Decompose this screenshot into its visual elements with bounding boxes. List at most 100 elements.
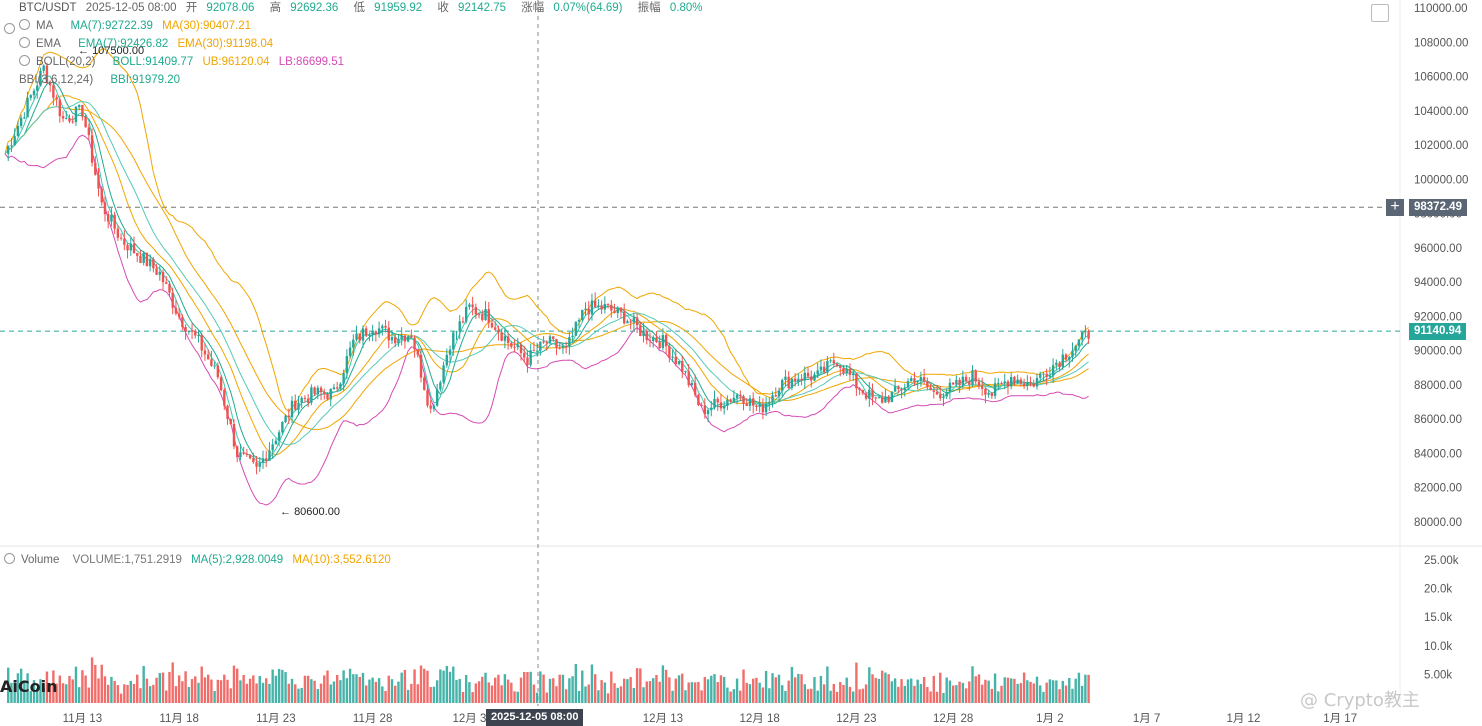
candle-body	[564, 346, 568, 348]
candle-body	[161, 271, 165, 283]
candle-body	[848, 368, 852, 376]
candle-body	[300, 397, 303, 403]
bbi-legend[interactable]: BBI(3,6,12,24) BBI:91979.20	[19, 74, 181, 86]
bell-icon[interactable]	[19, 19, 30, 30]
candle-body	[526, 357, 529, 366]
candle-body	[797, 378, 800, 382]
candle-body	[845, 368, 848, 374]
volume-bar	[423, 668, 426, 703]
volume-bar	[722, 676, 726, 703]
volume-bar	[381, 686, 384, 703]
candle-body	[297, 402, 300, 410]
candle-body	[439, 382, 442, 390]
candle-body	[623, 311, 626, 324]
volume-bar	[868, 667, 871, 703]
volume-bar	[997, 691, 1000, 703]
candle-body	[503, 336, 507, 341]
volume-bar	[200, 666, 203, 703]
ema-legend[interactable]: EMA EMA(7):92426.82 EMA(30):91198.04	[19, 37, 279, 51]
candle-body	[358, 333, 361, 341]
volume-bar	[610, 671, 613, 703]
volume-bar	[219, 680, 223, 703]
candle-body	[271, 444, 274, 451]
volume-bar	[916, 679, 919, 703]
volume-bar	[181, 681, 184, 703]
candle-body	[858, 388, 861, 391]
chevron-down-icon[interactable]	[4, 553, 15, 564]
volume-bar	[474, 683, 478, 703]
candle-body	[248, 454, 252, 459]
candle-body	[813, 374, 816, 381]
volume-bar	[97, 678, 100, 703]
candle-body	[242, 452, 245, 454]
candle-body	[435, 389, 439, 406]
ma-legend[interactable]: MA MA(7):92722.39 MA(30):90407.21	[19, 19, 257, 33]
volume-bar	[110, 676, 113, 703]
candle-body	[806, 372, 810, 377]
volume-bar	[1010, 678, 1013, 703]
candle-body	[906, 381, 910, 388]
candle-body	[732, 397, 736, 402]
boll-legend[interactable]: BOLL(20,2) BOLL:91409.77 UB:96120.04 LB:…	[19, 55, 350, 69]
volume-bar	[726, 687, 729, 703]
volume-bar	[294, 684, 297, 703]
bell-icon[interactable]	[19, 37, 30, 48]
volume-bar	[748, 684, 752, 703]
candle-body	[903, 387, 906, 391]
volume-bar	[284, 672, 287, 703]
volume-bar	[893, 678, 897, 703]
volume-bar	[687, 682, 690, 703]
volume-bar	[864, 684, 868, 703]
candle-body	[32, 90, 36, 96]
collapse-icon[interactable]	[4, 20, 18, 38]
candle-body	[474, 307, 478, 315]
candle-body	[674, 356, 677, 365]
volume-bar	[268, 683, 271, 703]
volume-bar	[674, 678, 677, 703]
volume-bar	[593, 674, 597, 703]
bell-icon[interactable]	[19, 55, 30, 66]
volume-bar	[806, 689, 810, 703]
volume-bar	[590, 664, 594, 703]
candle-body	[365, 328, 368, 336]
candle-body	[423, 377, 426, 391]
candle-body	[494, 327, 497, 330]
volume-bar	[752, 678, 755, 703]
volume-bar	[755, 677, 758, 703]
candle-body	[339, 383, 342, 389]
volume-bar	[36, 688, 39, 703]
fullscreen-icon[interactable]	[1371, 4, 1389, 22]
boll-lower-line	[4, 134, 1089, 506]
volume-bar	[387, 675, 390, 703]
candle-body	[506, 336, 510, 344]
volume-bar	[339, 680, 342, 703]
close-value: 92142.75	[458, 2, 507, 14]
candle-body	[710, 407, 713, 411]
candle-body	[119, 237, 123, 239]
candle-body	[1077, 339, 1081, 346]
candle-body	[481, 314, 484, 321]
volume-bar	[1039, 685, 1042, 703]
volume-legend[interactable]: Volume VOLUME:1,751.2919 MA(5):2,928.004…	[4, 553, 397, 567]
candle-body	[822, 366, 826, 373]
volume-bar	[48, 683, 52, 703]
volume-bar	[342, 670, 345, 703]
volume-bar	[413, 669, 416, 703]
candle-body	[722, 405, 726, 409]
time-tick-label: 11月 13	[63, 713, 102, 725]
candle-body	[684, 371, 687, 373]
candle-body	[284, 415, 287, 423]
candle-body	[68, 118, 71, 122]
volume-bar	[719, 675, 723, 703]
candle-body	[442, 365, 445, 383]
candle-body	[58, 99, 62, 117]
volume-bar	[245, 683, 249, 703]
candle-body	[929, 387, 932, 391]
volume-bar	[155, 677, 158, 703]
candle-body	[26, 97, 29, 118]
candle-body	[516, 344, 519, 348]
candle-body	[661, 335, 665, 349]
add-alert-icon[interactable]: +	[1386, 199, 1404, 216]
candle-body	[181, 317, 184, 328]
